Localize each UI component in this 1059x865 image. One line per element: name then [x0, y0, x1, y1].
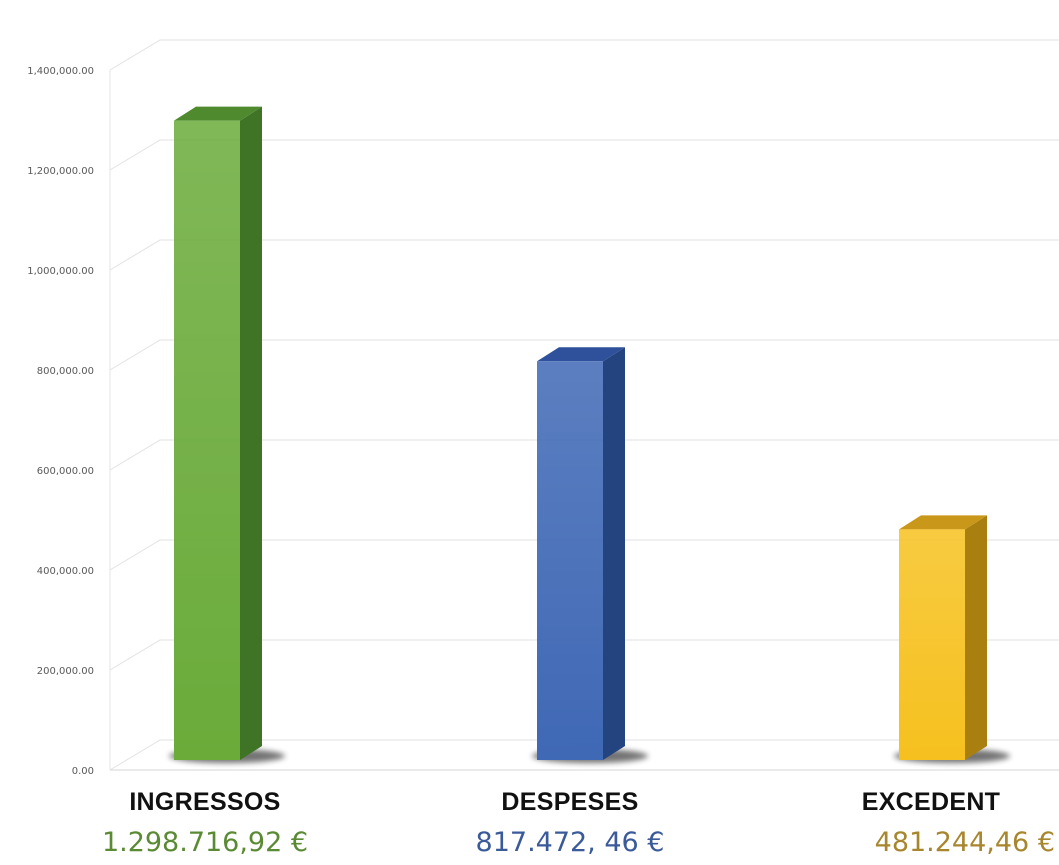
- bar-despeses: [532, 347, 648, 763]
- bar-top: [174, 106, 262, 121]
- bar-top: [899, 515, 987, 530]
- gridline: [109, 639, 1059, 671]
- bar-side: [965, 515, 987, 760]
- y-axis: 0.00 200,000.00 400,000.00 600,000.00 800,00…: [27, 66, 94, 777]
- y-tick-label: 1,000,000.00: [27, 266, 94, 277]
- bar-ingressos: [169, 106, 285, 763]
- gridline: [109, 439, 1059, 471]
- y-tick-label: 200,000.00: [37, 666, 94, 677]
- gridline: [109, 139, 1059, 171]
- bar-top: [537, 347, 625, 362]
- category-label: EXCEDENT: [861, 788, 1001, 816]
- category-label: DESPESES: [501, 788, 639, 816]
- y-tick-label: 800,000.00: [37, 366, 94, 377]
- bar-side: [240, 106, 262, 760]
- y-tick-label: 0.00: [72, 766, 94, 777]
- gridline: [109, 739, 1059, 771]
- gridline: [109, 339, 1059, 371]
- bars: [169, 106, 1010, 763]
- value-label: 481.244,46 €: [874, 827, 1055, 858]
- bar-front: [174, 120, 240, 760]
- y-tick-label: 1,400,000.00: [27, 66, 94, 77]
- bar-front: [537, 361, 603, 760]
- bar-excedent: [894, 515, 1010, 763]
- value-label: 1.298.716,92 €: [101, 827, 309, 858]
- gridline: [109, 39, 1059, 71]
- bar-front: [899, 529, 965, 760]
- value-label: 817.472, 46 €: [475, 827, 665, 858]
- y-tick-label: 600,000.00: [37, 466, 94, 477]
- category-label: INGRESSOS: [129, 788, 281, 816]
- gridline: [109, 239, 1059, 271]
- y-tick-label: 1,200,000.00: [27, 166, 94, 177]
- gridline: [109, 539, 1059, 571]
- y-tick-label: 400,000.00: [37, 566, 94, 577]
- gridlines: [109, 39, 1059, 771]
- bar-side: [603, 347, 625, 760]
